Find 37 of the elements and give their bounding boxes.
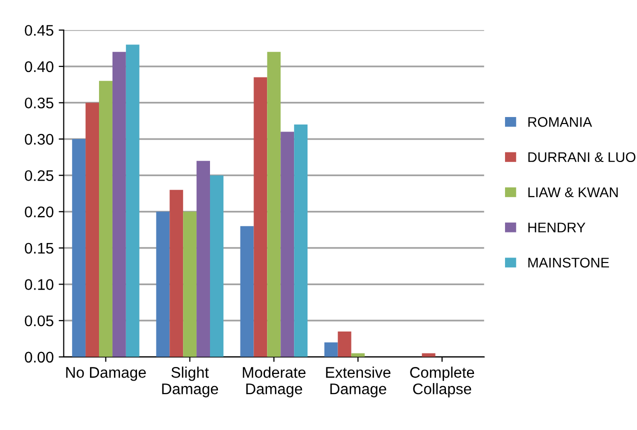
legend-label: ROMANIA: [528, 117, 592, 127]
bar: [267, 52, 281, 357]
y-tick-label: 0.00: [24, 352, 54, 363]
bar: [99, 80, 112, 357]
y-tick-label: 0.40: [24, 61, 54, 72]
x-tick-label: Slight Damage: [162, 366, 218, 398]
bar: [156, 212, 170, 357]
bar: [294, 124, 308, 357]
legend-label: LIAW & KWAN: [528, 187, 618, 198]
bar: [72, 139, 86, 357]
x-tick-label: Extensive Damage: [326, 366, 390, 398]
bar: [126, 44, 140, 357]
y-tick-label: 0.15: [24, 242, 54, 254]
legend-label: DURRANI & LUO: [528, 152, 636, 162]
bar: [86, 102, 100, 357]
y-tick-label: 0.20: [24, 206, 54, 218]
y-tick-label: 0.30: [24, 134, 54, 145]
bar: [196, 160, 210, 357]
y-tick-label: 0.35: [24, 98, 54, 108]
y-tick-label: 0.05: [24, 315, 54, 326]
bar: [183, 212, 197, 357]
legend-label: HENDRY: [528, 222, 586, 232]
bar: [338, 331, 352, 357]
bar: [240, 226, 254, 357]
bar: [280, 132, 294, 357]
bar: [170, 190, 184, 357]
x-tick-label: Moderate Damage: [242, 366, 306, 398]
x-tick-label: No Damage: [66, 367, 146, 381]
bar: [254, 77, 268, 357]
bar: [210, 175, 224, 357]
bar: [324, 342, 338, 357]
x-tick-label: Complete Collapse: [410, 366, 474, 398]
y-tick-label: 0.10: [24, 279, 54, 290]
y-tick-label: 0.45: [24, 24, 54, 36]
y-tick-label: 0.25: [24, 170, 54, 182]
bar: [112, 52, 126, 357]
legend-label: MAINSTONE: [528, 258, 609, 268]
